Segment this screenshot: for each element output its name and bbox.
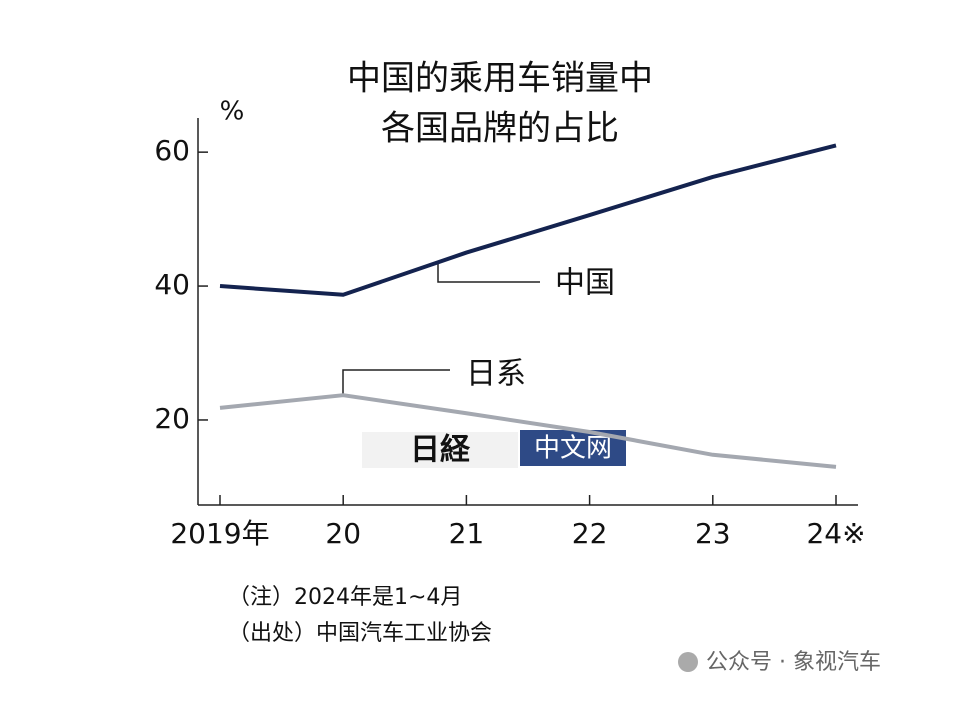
x-tick-label: 2019年	[170, 517, 269, 550]
credit: 公众号 · 象视汽车	[706, 650, 881, 675]
series-label: 日系	[466, 357, 526, 392]
x-tick-label: 21	[449, 517, 485, 550]
x-tick-label: 20	[325, 517, 361, 550]
watermark-box	[362, 432, 518, 468]
credit-icon	[678, 652, 698, 672]
series-line	[219, 143, 837, 297]
leader-line	[342, 369, 450, 395]
leader-line	[437, 262, 540, 283]
y-axis-label: %	[220, 97, 245, 127]
series-line	[219, 393, 837, 469]
note: （注）2024年是1~4月	[228, 585, 462, 610]
x-tick-label: 23	[695, 517, 731, 550]
y-tick-label: 40	[154, 268, 190, 301]
watermark-text: 中文网	[534, 434, 612, 464]
series-label: 中国	[555, 266, 615, 301]
y-tick-label: 60	[154, 134, 190, 167]
chart-title: 中国的乘用车销量中	[347, 59, 653, 99]
note: （出处）中国汽车工业协会	[228, 621, 492, 646]
watermark: 日経 中文网	[362, 430, 626, 468]
watermark-text: 日経	[410, 433, 471, 468]
x-tick-label: 24※	[806, 517, 865, 550]
chart-title: 各国品牌的占比	[381, 109, 619, 149]
x-tick-label: 22	[572, 517, 608, 550]
y-tick-label: 20	[154, 402, 190, 435]
